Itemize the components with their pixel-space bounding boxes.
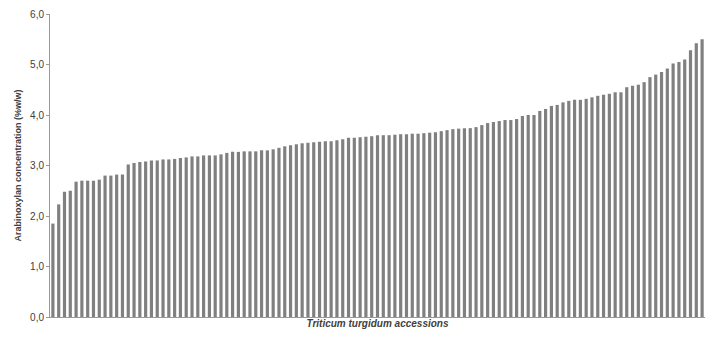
svg-text:3,0: 3,0 (30, 160, 44, 171)
svg-text:Arabinoxylan concentration (%w: Arabinoxylan concentration (%w/w) (13, 89, 23, 241)
svg-text:6,0: 6,0 (30, 9, 44, 20)
svg-text:0,0: 0,0 (30, 312, 44, 323)
svg-text:4,0: 4,0 (30, 110, 44, 121)
svg-text:1,0: 1,0 (30, 261, 44, 272)
svg-text:5,0: 5,0 (30, 59, 44, 70)
svg-text:Triticum turgidum accessions: Triticum turgidum accessions (306, 318, 449, 329)
svg-text:2,0: 2,0 (30, 211, 44, 222)
